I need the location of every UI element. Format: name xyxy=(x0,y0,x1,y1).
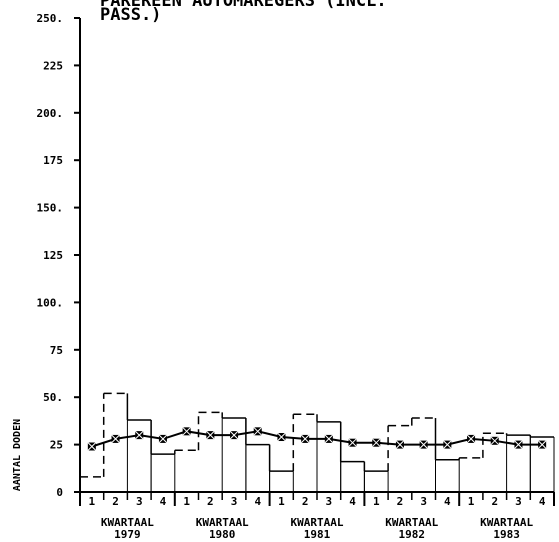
quarter-label: 3 xyxy=(515,495,522,508)
point-marker-cross xyxy=(490,436,500,446)
series-point xyxy=(229,430,239,440)
series-point xyxy=(87,442,97,451)
quarter-label: 1 xyxy=(89,495,96,508)
point-marker-cross xyxy=(253,426,263,436)
series-point xyxy=(253,426,263,436)
series-point xyxy=(537,440,547,449)
series-point xyxy=(442,440,452,449)
quarter-label: 4 xyxy=(349,495,356,508)
quarter-label: 2 xyxy=(302,495,309,508)
quarter-label: 1 xyxy=(468,495,475,508)
year-group-year: 1979 xyxy=(114,528,141,541)
series-point xyxy=(182,426,192,436)
year-group-year: 1982 xyxy=(399,528,426,541)
point-marker-cross xyxy=(419,440,429,449)
y-tick-label: 50. xyxy=(43,391,63,404)
y-axis: 0 25 50. 75 100. 125 150. 175 200. 225 250. xyxy=(37,12,81,499)
series-point xyxy=(514,440,523,449)
series-point xyxy=(490,436,500,446)
series-point xyxy=(277,432,286,442)
point-marker-cross xyxy=(158,434,168,444)
quarter-label: 4 xyxy=(444,495,451,508)
point-marker-cross xyxy=(134,430,144,440)
year-group-label: KWARTAAL xyxy=(480,516,533,529)
year-group-year: 1983 xyxy=(493,528,520,541)
quarter-label: 3 xyxy=(136,495,143,508)
y-tick-label: 125 xyxy=(43,249,63,262)
y-tick-label: 100. xyxy=(37,296,64,309)
y-tick-label: 0 xyxy=(56,486,63,499)
year-group-label: KWARTAAL xyxy=(196,516,249,529)
point-marker-cross xyxy=(277,432,286,442)
year-group-label: KWARTAAL xyxy=(385,516,438,529)
y-tick-label: 175 xyxy=(43,154,63,167)
year-group-year: 1981 xyxy=(304,528,331,541)
quarter-label: 2 xyxy=(491,495,498,508)
quarter-label: 1 xyxy=(278,495,285,508)
marker-series xyxy=(87,426,547,451)
quarter-label: 2 xyxy=(397,495,404,508)
y-tick-label: 225 xyxy=(43,59,63,72)
y-axis-label: AANTAL DODEN xyxy=(12,419,23,491)
y-tick-label: 75 xyxy=(50,344,63,357)
quarter-label: 3 xyxy=(420,495,427,508)
point-marker-cross xyxy=(87,442,97,451)
chart-title-line-1: PAREREEN AUTOMAREGERS (INCL. xyxy=(100,0,387,11)
year-group-label: KWARTAAL xyxy=(291,516,344,529)
quarter-label: 4 xyxy=(254,495,261,508)
quarter-label: 3 xyxy=(231,495,238,508)
y-tick-label: 200. xyxy=(37,107,64,120)
x-axis: 1 2 3 4 1 2 3 4 1 2 3 4 1 2 3 4 1 2 3 4KWARTAAL1979KWARTAAL… xyxy=(79,491,555,541)
point-marker-cross xyxy=(229,430,239,440)
chart-title-line-2: PASS.) xyxy=(100,5,161,25)
series-point xyxy=(300,434,310,444)
step-series xyxy=(80,392,555,492)
chart-title: PAREREEN AUTOMAREGERS (INCL. PASS.) xyxy=(100,0,387,25)
quarter-label: 1 xyxy=(183,495,190,508)
point-marker-cross xyxy=(348,438,357,448)
point-marker-cross xyxy=(324,434,334,444)
year-group-year: 1980 xyxy=(209,528,236,541)
quarter-label: 4 xyxy=(539,495,546,508)
series-point xyxy=(348,438,357,448)
point-marker-cross xyxy=(466,434,476,444)
point-marker-cross xyxy=(442,440,452,449)
year-group-label: KWARTAAL xyxy=(101,516,154,529)
series-point xyxy=(111,434,120,444)
point-marker-cross xyxy=(395,440,405,449)
quarter-label: 2 xyxy=(207,495,214,508)
y-tick-label: 150. xyxy=(37,202,64,215)
series-point xyxy=(371,438,381,448)
point-marker-cross xyxy=(111,434,120,444)
quarter-label: 2 xyxy=(112,495,119,508)
point-marker-cross xyxy=(514,440,523,449)
y-tick-label: 25 xyxy=(50,439,63,452)
series-point xyxy=(158,434,168,444)
quarter-label: 3 xyxy=(326,495,333,508)
point-marker-cross xyxy=(182,426,192,436)
series-point xyxy=(205,430,215,440)
series-point xyxy=(395,440,405,449)
series-point xyxy=(134,430,144,440)
series-point xyxy=(324,434,334,444)
series-point xyxy=(419,440,429,449)
y-tick-label: 250. xyxy=(37,12,64,25)
point-marker-cross xyxy=(300,434,310,444)
point-marker-cross xyxy=(205,430,215,440)
quarter-label: 4 xyxy=(160,495,167,508)
quarter-label: 1 xyxy=(373,495,380,508)
point-marker-cross xyxy=(537,440,547,449)
series-point xyxy=(466,434,476,444)
point-marker-cross xyxy=(371,438,381,448)
